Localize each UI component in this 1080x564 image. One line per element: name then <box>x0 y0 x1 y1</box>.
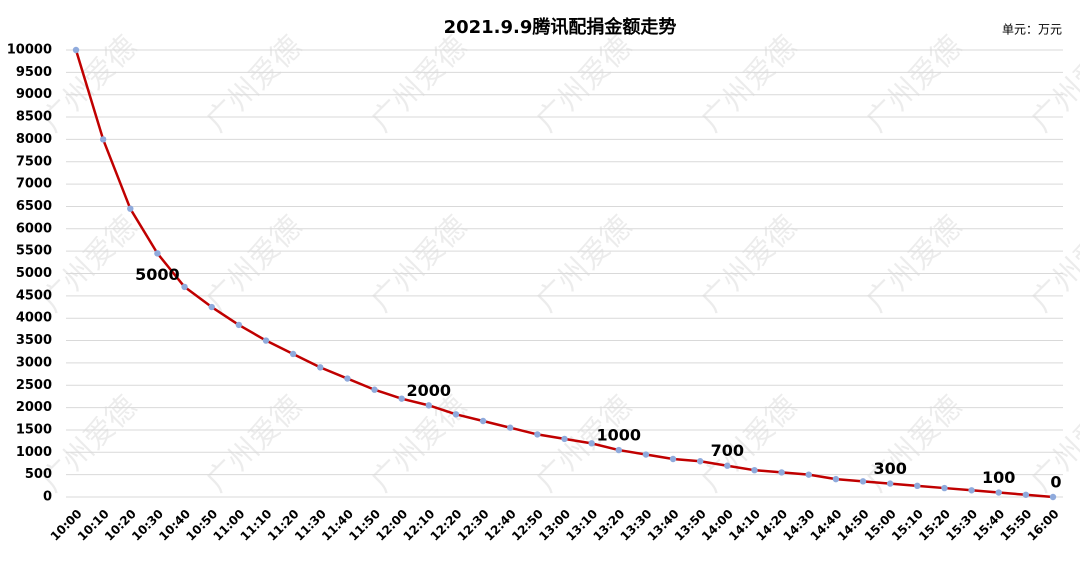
y-tick-label: 8500 <box>16 110 52 125</box>
annotation: 700 <box>711 441 744 460</box>
marker <box>832 475 840 483</box>
y-tick-label: 5500 <box>16 244 52 259</box>
marker <box>995 489 1002 496</box>
marker <box>289 350 297 358</box>
y-tick-label: 7000 <box>16 177 52 192</box>
marker <box>262 337 270 344</box>
marker <box>615 446 622 454</box>
marker <box>154 250 161 257</box>
annotation: 0 <box>1050 473 1061 492</box>
marker <box>669 455 677 463</box>
marker <box>99 136 107 143</box>
marker <box>778 469 785 476</box>
marker <box>968 487 975 494</box>
marker <box>208 303 215 311</box>
y-tick-label: 7500 <box>16 154 52 169</box>
marker <box>642 451 650 458</box>
marker <box>534 431 541 438</box>
marker <box>344 375 351 382</box>
marker <box>317 364 324 371</box>
marker <box>914 482 921 490</box>
marker <box>371 386 378 393</box>
y-tick-label: 2500 <box>16 378 52 393</box>
y-tick-label: 6500 <box>16 199 52 214</box>
unit-label: 单元：万元 <box>1002 23 1062 37</box>
y-tick-label: 6000 <box>16 221 52 236</box>
annotation: 2000 <box>407 381 452 400</box>
marker <box>724 462 731 469</box>
y-tick-label: 2000 <box>16 400 52 415</box>
marker <box>805 471 812 478</box>
marker <box>425 402 433 409</box>
y-tick-label: 500 <box>25 467 52 482</box>
y-tick-label: 8000 <box>16 132 52 147</box>
annotation: 5000 <box>135 265 180 284</box>
marker <box>886 480 894 487</box>
y-tick-label: 1000 <box>16 445 52 460</box>
y-tick-label: 9500 <box>16 65 52 80</box>
annotation: 100 <box>982 468 1015 487</box>
marker <box>72 46 80 54</box>
marker <box>561 435 568 443</box>
marker <box>398 395 405 402</box>
marker <box>1022 491 1030 498</box>
marker <box>588 440 595 447</box>
marker <box>1049 493 1057 501</box>
y-tick-label: 9000 <box>16 87 52 102</box>
marker <box>479 417 487 425</box>
marker <box>507 424 514 431</box>
marker <box>751 466 758 474</box>
y-tick-label: 1500 <box>16 422 52 437</box>
marker <box>859 478 867 485</box>
y-tick-label: 4500 <box>16 288 52 303</box>
y-tick-label: 0 <box>43 490 52 505</box>
y-tick-label: 5000 <box>16 266 52 281</box>
marker <box>127 205 134 212</box>
marker <box>452 411 460 418</box>
chart-title: 2021.9.9腾讯配捐金额走势 <box>444 16 677 38</box>
marker <box>696 458 704 465</box>
y-tick-label: 3000 <box>16 355 52 370</box>
y-tick-label: 4000 <box>16 311 52 326</box>
annotation: 1000 <box>597 426 642 445</box>
annotation: 300 <box>873 459 906 478</box>
y-tick-label: 3500 <box>16 333 52 348</box>
marker <box>235 321 243 329</box>
marker <box>181 283 188 291</box>
y-tick-label: 10000 <box>7 43 52 58</box>
marker <box>941 484 948 492</box>
